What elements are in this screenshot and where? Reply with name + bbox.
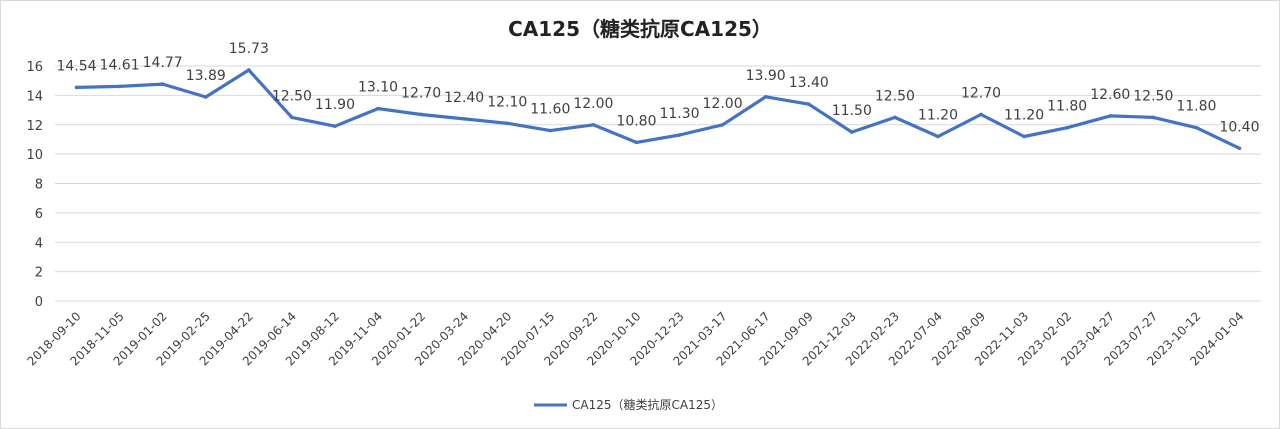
data-point xyxy=(677,133,682,137)
data-point xyxy=(290,115,294,120)
data-label: 11.20 xyxy=(1004,108,1044,124)
data-point xyxy=(1194,125,1199,130)
data-label: 11.90 xyxy=(315,97,355,113)
data-point xyxy=(419,112,423,117)
y-tick-label: 16 xyxy=(26,60,43,75)
data-label: 13.90 xyxy=(746,68,786,84)
data-labels: 14.54 14.61 14.7713.8915.7312.5011.9013.10… xyxy=(56,41,1259,135)
data-label: 11.80 xyxy=(1176,99,1216,115)
data-label: 12.00 xyxy=(573,96,613,112)
y-tick-label: 8 xyxy=(35,178,43,193)
y-axis-ticks: 0 2 4 6 8 10 12 14 16 xyxy=(26,60,43,310)
data-label: 13.10 xyxy=(358,80,398,96)
data-point xyxy=(74,85,79,90)
data-label: 12.70 xyxy=(401,85,441,101)
data-label: 13.40 xyxy=(789,75,829,91)
data-point xyxy=(979,112,983,117)
data-label: 12.50 xyxy=(1133,88,1173,104)
data-point xyxy=(1065,125,1069,130)
data-point xyxy=(634,140,639,145)
data-point xyxy=(333,124,337,129)
y-tick-label: 4 xyxy=(35,236,43,251)
data-label: 10.80 xyxy=(616,113,656,129)
data-point xyxy=(1151,115,1156,120)
data-point xyxy=(1108,114,1113,118)
data-point xyxy=(376,106,380,111)
data-point xyxy=(806,102,811,106)
y-tick-label: 0 xyxy=(35,295,43,310)
data-point xyxy=(1022,134,1026,139)
data-point xyxy=(117,84,122,89)
data-point xyxy=(247,68,251,72)
data-label: 11.50 xyxy=(832,103,872,119)
data-point xyxy=(936,134,940,139)
data-label: 14.54 xyxy=(56,58,96,74)
chart-title: CA125（糖类抗原CA125） xyxy=(508,17,772,41)
legend-label: CA125（糖类抗原CA125） xyxy=(572,397,723,412)
data-point xyxy=(203,95,208,99)
gridlines xyxy=(55,65,1261,302)
series-line xyxy=(74,68,1242,150)
y-tick-label: 12 xyxy=(26,119,43,134)
data-point xyxy=(462,117,466,121)
data-label: 12.50 xyxy=(272,88,312,104)
data-point xyxy=(720,122,725,127)
data-point xyxy=(763,95,768,99)
y-tick-label: 6 xyxy=(35,207,43,222)
data-label: 14.77 xyxy=(143,55,183,71)
data-label: 11.80 xyxy=(1047,99,1087,115)
data-label: 11.30 xyxy=(659,106,699,122)
data-point xyxy=(1237,146,1242,151)
data-point xyxy=(160,82,165,86)
data-point xyxy=(548,128,553,133)
y-tick-label: 14 xyxy=(26,89,43,104)
data-label: 11.20 xyxy=(918,108,958,124)
data-label: 13.89 xyxy=(186,68,226,84)
data-point xyxy=(505,121,510,126)
y-tick-label: 10 xyxy=(26,148,43,163)
data-label: 12.40 xyxy=(444,90,484,106)
x-axis-ticks: 2018-09-102018-11-052019-01-022019-02-25… xyxy=(24,309,1246,368)
data-label: 10.40 xyxy=(1219,119,1259,135)
y-tick-label: 2 xyxy=(35,266,43,281)
data-point xyxy=(893,115,897,120)
data-label: 11.60 xyxy=(530,102,570,118)
data-label: 15.73 xyxy=(229,41,269,57)
data-label: 12.70 xyxy=(961,85,1001,101)
data-label: 14.61 xyxy=(100,57,140,73)
data-point xyxy=(850,130,854,134)
data-label: 12.10 xyxy=(487,94,527,110)
data-label: 12.50 xyxy=(875,88,915,104)
data-label: 12.60 xyxy=(1090,87,1130,103)
data-label: 12.00 xyxy=(703,96,743,112)
data-point xyxy=(591,122,596,127)
legend: CA125（糖类抗原CA125） xyxy=(534,397,723,412)
series-layer xyxy=(74,68,1242,151)
